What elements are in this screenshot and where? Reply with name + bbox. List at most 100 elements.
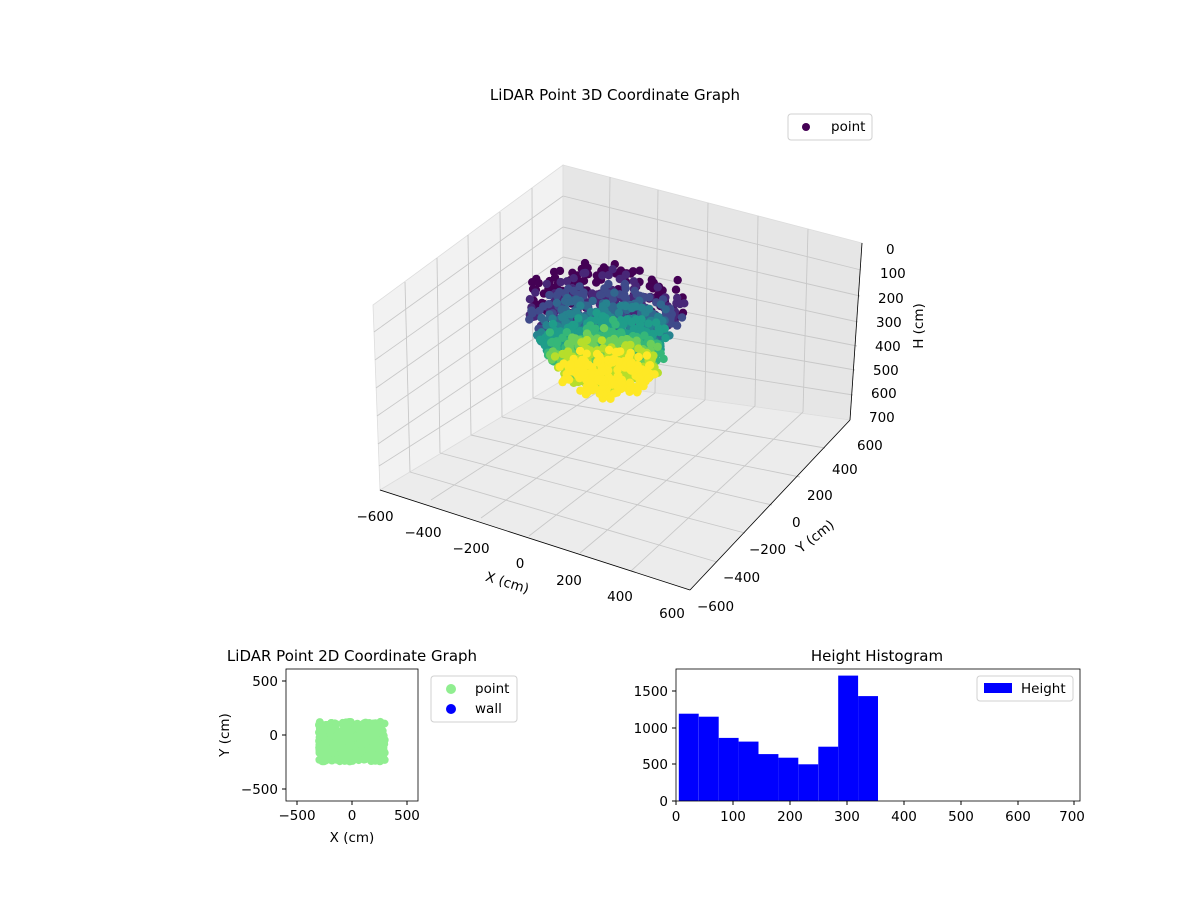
point-marker [527,306,536,315]
point-marker [574,359,583,368]
point-marker [625,378,635,387]
point-marker [621,301,630,311]
histogram-bar [738,741,759,801]
point-marker [342,718,351,727]
point-marker [592,316,601,325]
histogram-bar [778,757,799,801]
point-marker [677,313,687,322]
z-axis-label-3d: H (cm) [911,303,927,349]
point-marker [569,274,578,283]
point-marker [377,751,386,760]
point-cloud-3d [525,258,689,403]
point-marker [644,293,654,302]
y-tick-label: −500 [241,782,278,798]
point-marker [675,299,685,309]
point-marker [351,723,360,732]
z-tick-label: 0 [886,242,895,258]
point-marker [344,727,353,736]
y-tick-label: 0 [659,794,668,810]
histogram-title: Height Histogram [811,647,943,665]
point-marker [611,348,620,357]
x-tick-label: 0 [672,809,681,825]
x-tick-label: −400 [404,525,441,541]
point-marker [598,271,607,280]
point-marker [564,375,574,384]
point-marker [642,351,652,360]
point-marker [631,302,640,311]
point-marker [552,298,561,307]
point-marker [612,388,622,397]
point-marker [558,377,567,387]
point-marker [363,753,372,762]
point-marker [329,743,338,751]
point-marker [575,282,584,291]
point-marker [540,341,549,350]
point-marker [582,329,592,338]
histogram-bar [858,696,878,801]
point-marker [595,290,605,300]
point-marker [553,338,562,348]
point-marker [577,338,586,347]
histogram-bar [818,746,839,801]
point-marker [592,308,601,318]
point-marker [619,291,628,301]
point-marker [369,719,378,728]
point-marker [558,313,567,322]
y-tick-label: 600 [857,438,883,454]
legend-label-point: point [475,681,509,697]
point-marker [619,320,628,329]
point-marker [639,381,648,391]
legend-3d: point [787,113,873,141]
histogram-bar [838,675,859,801]
legend-swatch-height [984,683,1012,693]
z-tick-label: 100 [880,266,906,282]
point-marker [582,301,592,310]
point-marker [608,265,617,274]
point-marker [576,301,585,310]
point-marker [562,277,572,286]
x-tick-label: 200 [777,809,803,825]
histogram-bar [718,737,739,801]
point-marker [629,277,638,286]
point-marker [363,744,372,753]
chart-3d-title: LiDAR Point 3D Coordinate Graph [490,86,740,104]
point-marker [635,266,644,275]
point-cloud-2d [315,717,389,766]
z-tick-label: 200 [878,291,904,307]
x-tick-label: 0 [348,808,357,824]
point-marker [372,729,381,738]
point-marker [579,269,588,278]
point-marker [661,333,670,343]
point-marker [550,273,560,282]
point-marker [608,295,617,304]
point-marker [671,285,681,294]
legend-marker-point [802,123,810,131]
z-axis-ticks-3d: 0 100 200 300 400 500 600 700 [869,242,906,426]
point-marker [610,288,619,297]
point-marker [574,314,583,323]
legend-label-point: point [831,119,865,135]
y-tick-label: −200 [749,542,786,558]
legend-marker-wall [446,704,456,714]
point-marker [332,755,341,764]
axes-3d [379,242,863,591]
point-marker [598,367,607,376]
z-tick-label: 600 [871,386,897,402]
x-axis-ticks-2d: −500 0 500 [278,801,420,824]
point-marker [614,308,624,318]
point-marker [634,352,643,362]
y-tick-label: 0 [269,728,278,744]
x-tick-label: −600 [356,509,393,525]
point-marker [647,275,656,284]
histogram-bar [798,764,819,801]
point-marker [644,319,653,328]
x-tick-label: 500 [948,809,974,825]
legend-marker-point [446,684,456,694]
point-marker [615,274,624,284]
x-tick-label: 700 [1059,809,1085,825]
point-marker [534,278,543,288]
z-tick-label: 400 [875,339,901,355]
point-marker [653,283,662,292]
legend-2d: point wall [430,675,518,723]
y-tick-label: 1000 [634,721,668,737]
